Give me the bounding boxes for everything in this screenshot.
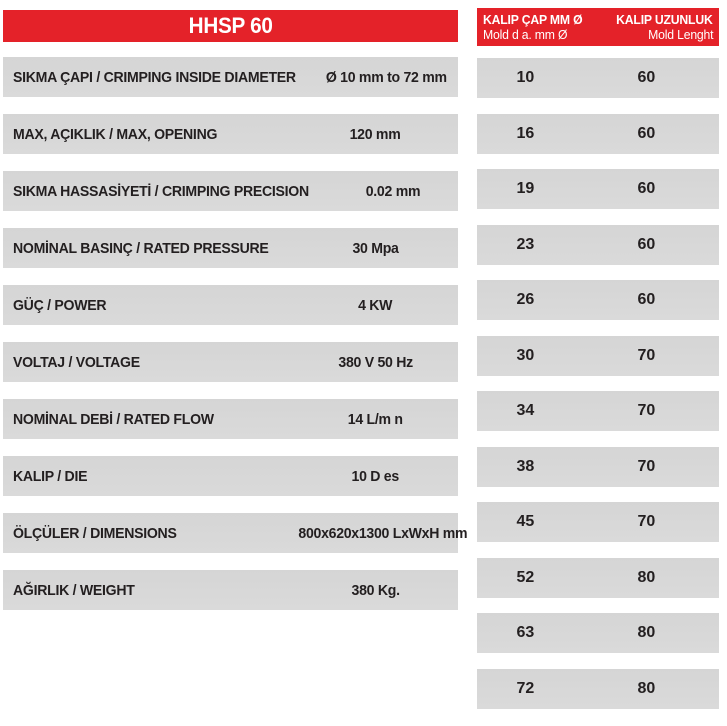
header-col2-en: Mold Lenght xyxy=(647,27,713,42)
spec-label: AĞIRLIK / WEIGHT xyxy=(13,581,135,599)
spec-label: MAX, AÇIKLIK / MAX, OPENING xyxy=(13,125,218,143)
spec-value: 14 L/m n xyxy=(348,410,403,428)
mold-row: 34 70 xyxy=(477,391,719,431)
spec-label: GÜÇ / POWER xyxy=(13,296,107,314)
spec-value: 380 Kg. xyxy=(351,581,400,599)
mold-length-cell: 70 xyxy=(637,513,656,530)
mold-diameter-cell: 26 xyxy=(516,291,535,308)
spec-label: SIKMA HASSASİYETİ / CRIMPING PRECISION xyxy=(13,182,309,200)
spec-row: AĞIRLIK / WEIGHT 380 Kg. xyxy=(3,570,458,610)
mold-length-cell: 80 xyxy=(637,568,656,586)
mold-length-cell: 60 xyxy=(637,235,656,253)
spec-value: 4 KW xyxy=(358,296,393,314)
mold-diameter-cell: 52 xyxy=(516,568,535,586)
mold-length-cell: 80 xyxy=(637,624,656,641)
spec-row: SIKMA ÇAPI / CRIMPING INSIDE DIAMETER Ø … xyxy=(3,57,458,97)
mold-diameter-cell: 38 xyxy=(516,457,535,475)
spec-value: Ø 10 mm to 72 mm xyxy=(325,68,447,86)
mold-diameter-cell: 72 xyxy=(516,679,535,697)
machine-spec-table: HHSP 60 SIKMA ÇAPI / CRIMPING INSIDE DIA… xyxy=(3,10,468,627)
spec-value: 380 V 50 Hz xyxy=(338,353,413,371)
spec-row: MAX, AÇIKLIK / MAX, OPENING 120 mm xyxy=(3,114,458,154)
spec-label: ÖLÇÜLER / DIMENSIONS xyxy=(13,524,177,542)
spec-label: NOMİNAL BASINÇ / RATED PRESSURE xyxy=(13,239,269,257)
mold-length-cell: 80 xyxy=(637,679,656,697)
mold-length-cell: 70 xyxy=(637,457,656,475)
spec-value: 120 mm xyxy=(350,125,401,143)
spec-row: SIKMA HASSASİYETİ / CRIMPING PRECISION 0… xyxy=(3,171,458,211)
mold-row: 63 80 xyxy=(477,613,719,653)
spec-label: VOLTAJ / VOLTAGE xyxy=(13,353,140,371)
spec-row: NOMİNAL DEBİ / RATED FLOW 14 L/m n xyxy=(3,399,458,439)
mold-diameter-cell: 19 xyxy=(516,180,535,197)
mold-row: 45 70 xyxy=(477,502,719,542)
spec-row: GÜÇ / POWER 4 KW xyxy=(3,285,458,325)
header-col1-en: Mold d a. mm Ø xyxy=(483,27,568,42)
mold-diameter-cell: 10 xyxy=(516,69,535,86)
mold-row: 52 80 xyxy=(477,557,719,598)
mold-row: 16 60 xyxy=(477,113,719,154)
machine-model-header: HHSP 60 xyxy=(3,10,458,42)
spec-row: NOMİNAL BASINÇ / RATED PRESSURE 30 Mpa xyxy=(3,228,458,268)
spec-value: 10 D es xyxy=(351,467,400,485)
spec-row: KALIP / DIE 10 D es xyxy=(3,456,458,496)
mold-row: 26 60 xyxy=(477,280,719,320)
mold-row: 38 70 xyxy=(477,446,719,487)
mold-length-cell: 70 xyxy=(637,402,656,419)
header-col-mold-diameter: KALIP ÇAP MM Ø Mold d a. mm Ø xyxy=(483,12,589,42)
mold-row: 23 60 xyxy=(477,224,719,265)
mold-diameter-cell: 23 xyxy=(516,235,535,253)
spec-label: KALIP / DIE xyxy=(13,467,88,485)
machine-model-title: HHSP 60 xyxy=(188,13,273,38)
spec-value: 800x620x1300 LxWxH mm xyxy=(298,524,468,542)
header-col2-tr: KALIP UZUNLUK xyxy=(616,12,714,27)
mold-row: 10 60 xyxy=(477,58,719,98)
spec-value: 30 Mpa xyxy=(352,239,399,257)
spec-label: SIKMA ÇAPI / CRIMPING INSIDE DIAMETER xyxy=(13,68,296,86)
mold-diameter-cell: 30 xyxy=(516,346,535,364)
mold-size-table: KALIP ÇAP MM Ø Mold d a. mm Ø KALIP UZUN… xyxy=(477,8,719,724)
mold-diameter-cell: 16 xyxy=(516,124,535,142)
header-col1-tr: KALIP ÇAP MM Ø xyxy=(483,12,583,27)
spec-row: ÖLÇÜLER / DIMENSIONS 800x620x1300 LxWxH … xyxy=(3,513,468,553)
spec-label: NOMİNAL DEBİ / RATED FLOW xyxy=(13,410,214,428)
mold-row: 72 80 xyxy=(477,668,719,709)
mold-length-cell: 60 xyxy=(637,291,656,308)
mold-length-cell: 60 xyxy=(637,69,656,86)
mold-length-cell: 60 xyxy=(637,180,656,197)
mold-row: 30 70 xyxy=(477,335,719,376)
mold-diameter-cell: 63 xyxy=(516,624,535,641)
mold-table-header: KALIP ÇAP MM Ø Mold d a. mm Ø KALIP UZUN… xyxy=(477,8,719,46)
mold-diameter-cell: 34 xyxy=(516,402,535,419)
spec-value: 0.02 mm xyxy=(365,182,421,200)
mold-length-cell: 60 xyxy=(637,124,656,142)
mold-length-cell: 70 xyxy=(637,346,656,364)
spec-row: VOLTAJ / VOLTAGE 380 V 50 Hz xyxy=(3,342,458,382)
mold-diameter-cell: 45 xyxy=(516,513,535,530)
mold-row: 19 60 xyxy=(477,169,719,209)
header-col-mold-length: KALIP UZUNLUK Mold Lenght xyxy=(610,12,714,42)
